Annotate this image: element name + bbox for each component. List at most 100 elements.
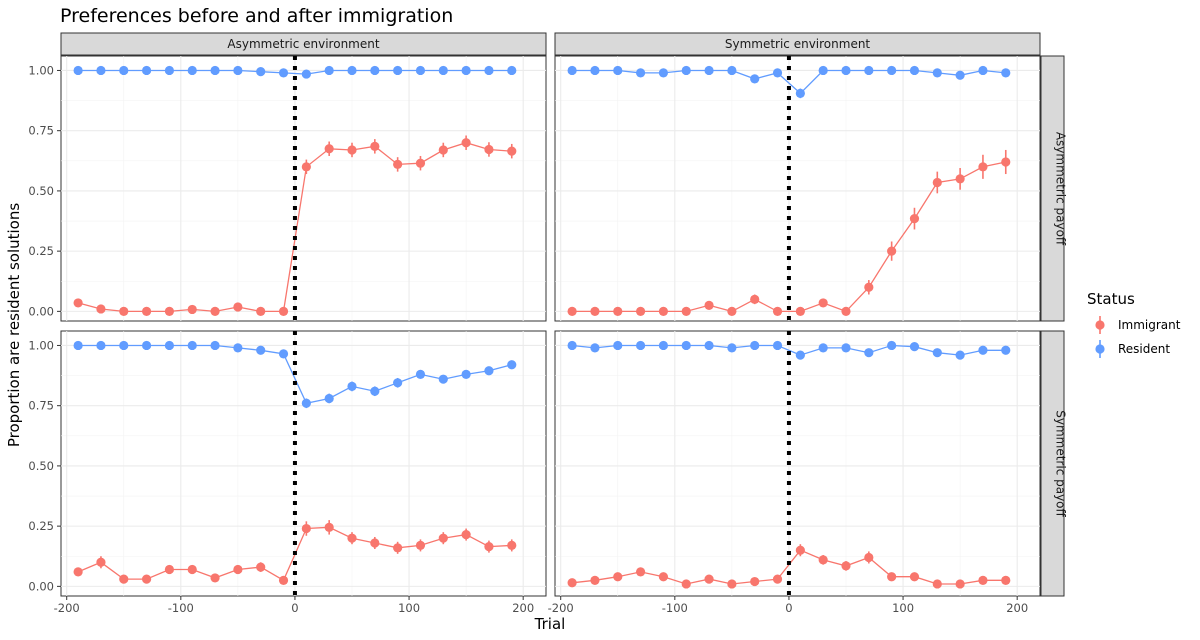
data-point: [438, 374, 448, 384]
data-point: [278, 575, 289, 585]
data-point: [393, 378, 403, 388]
data-point: [635, 567, 646, 577]
x-tick-label: 200: [512, 601, 534, 615]
chart-title: Preferences before and after immigration: [60, 5, 453, 27]
data-point: [461, 65, 471, 76]
data-point: [613, 306, 623, 316]
data-point: [438, 533, 448, 543]
data-point: [909, 342, 920, 352]
y-axis-title: Proportion are resident solutions: [5, 203, 23, 448]
data-point: [347, 533, 357, 543]
data-point: [658, 68, 669, 78]
data-point: [704, 300, 714, 310]
strip-symmetric-payoff: Symmetric payoff: [1040, 330, 1068, 597]
data-point: [347, 381, 357, 392]
data-point: [187, 65, 197, 76]
strip-background: [1040, 55, 1065, 322]
data-point: [864, 348, 874, 358]
x-tick-label: 0: [785, 601, 792, 615]
data-point: [955, 350, 965, 360]
data-point: [795, 350, 805, 360]
data-point: [635, 340, 646, 351]
data-point: [164, 564, 175, 575]
data-point: [301, 398, 311, 408]
data-point: [978, 345, 988, 355]
data-point: [1001, 575, 1011, 585]
data-point: [164, 340, 175, 351]
data-point: [978, 65, 988, 76]
data-point: [750, 74, 760, 84]
data-point: [704, 340, 714, 351]
strip-symmetric-environment: Symmetric environment: [554, 32, 1041, 56]
data-point: [841, 561, 851, 571]
panel-symmetric-payoff-asymmetric-environment: [60, 330, 547, 597]
data-point: [772, 340, 783, 351]
data-point: [370, 538, 380, 548]
legend-item-immigrant: Immigrant: [1095, 316, 1181, 334]
x-axis-title: Trial: [534, 615, 566, 633]
data-point: [772, 68, 783, 78]
data-point: [119, 340, 129, 351]
data-point: [681, 65, 691, 76]
data-point: [681, 579, 691, 589]
data-point: [164, 65, 175, 76]
data-point: [256, 345, 266, 355]
y-tick-label: 0.00: [28, 579, 54, 593]
data-point: [887, 246, 897, 256]
data-point: [210, 340, 220, 351]
data-point: [210, 306, 220, 316]
data-point: [438, 65, 448, 76]
data-point: [887, 65, 897, 76]
facet-panels: Asymmetric environment Symmetric environm…: [60, 32, 1068, 597]
data-point: [658, 340, 669, 351]
y-tick-label: 0.25: [28, 244, 54, 258]
data-point: [613, 65, 623, 76]
data-point: [187, 304, 197, 315]
strip-asymmetric-environment: Asymmetric environment: [60, 32, 547, 56]
y-tick-label: 0.25: [28, 519, 54, 533]
data-point: [96, 304, 106, 314]
legend-label: Resident: [1118, 342, 1170, 356]
data-point: [141, 65, 152, 76]
data-point: [278, 306, 289, 316]
data-point: [864, 552, 874, 563]
strip-background: [1040, 330, 1065, 597]
y-tick-label: 0.75: [28, 124, 54, 138]
data-point: [978, 575, 988, 585]
series-immigrant: [567, 149, 1011, 316]
data-point: [415, 65, 426, 76]
data-point: [415, 158, 426, 168]
data-point: [887, 340, 897, 351]
panel-symmetric-payoff-symmetric-environment: [554, 330, 1041, 597]
data-point: [484, 366, 494, 376]
panel-asymmetric-payoff-symmetric-environment: [554, 55, 1041, 322]
data-point: [727, 579, 737, 589]
data-point: [301, 162, 311, 172]
data-point: [635, 68, 646, 78]
data-point: [818, 298, 828, 308]
data-point: [256, 67, 266, 77]
x-tick-label: -100: [168, 601, 194, 615]
data-point: [278, 68, 289, 78]
data-point: [256, 306, 266, 316]
data-point: [635, 306, 646, 316]
data-point: [233, 302, 243, 312]
data-point: [370, 386, 380, 396]
data-point: [461, 138, 471, 148]
legend-title: Status: [1087, 290, 1135, 308]
data-point: [233, 65, 243, 76]
data-point: [795, 545, 805, 555]
data-point: [96, 340, 106, 351]
data-point: [415, 540, 426, 551]
y-tick-label: 0.50: [28, 184, 54, 198]
data-point: [507, 540, 517, 551]
data-point: [141, 306, 152, 316]
data-point: [73, 65, 83, 76]
data-point: [210, 65, 220, 76]
data-point: [507, 65, 517, 76]
data-point: [590, 575, 600, 585]
data-point: [841, 65, 851, 76]
data-point: [119, 306, 129, 316]
data-point: [141, 340, 152, 351]
